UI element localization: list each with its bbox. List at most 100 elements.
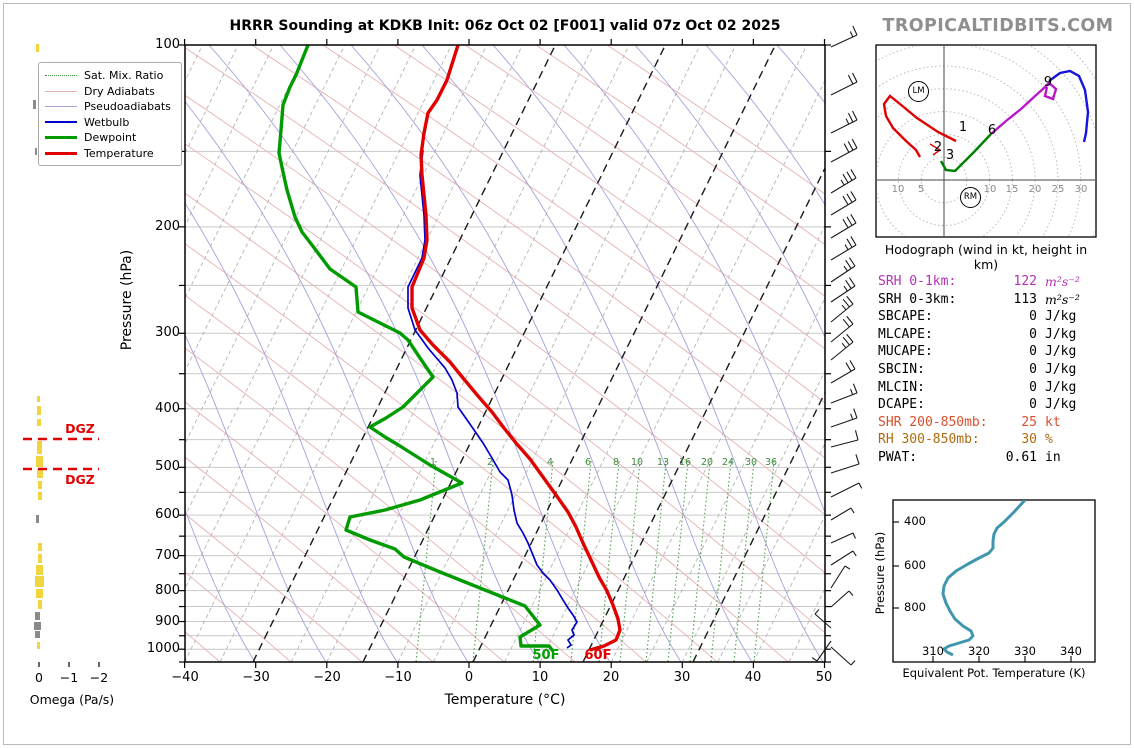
thetae-ytick-600: 600 (904, 558, 926, 572)
omega-tick--2: −2 (89, 670, 109, 685)
temp-tick--30: −30 (242, 670, 270, 685)
pressure-tick-700: 700 (155, 548, 180, 563)
legend: Sat. Mix. Ratio Dry Adiabats Pseudoadiab… (38, 62, 182, 166)
hodo-left-mover-marker: LM (908, 81, 929, 102)
hodo-tick-right-30: 30 (1074, 184, 1088, 195)
legend-label: Temperature (84, 146, 154, 160)
thetae-curve (941, 500, 1027, 657)
temp-tick--40: −40 (171, 670, 199, 685)
stat-unit: J/kg (1045, 362, 1077, 377)
stat-unit: % (1045, 432, 1053, 448)
stat-value: 30 (1021, 432, 1037, 448)
stat-unit: m²s⁻² (1045, 274, 1080, 289)
legend-label: Wetbulb (84, 115, 130, 129)
stat-label: PWAT: (878, 450, 918, 465)
hodo-height-3km: 3 (945, 148, 955, 163)
dewpoint-curve (277, 45, 555, 653)
pressure-tick-500: 500 (155, 459, 180, 474)
pseudoadiabat-line-icon (45, 106, 77, 108)
stat-value: 0 (1029, 309, 1037, 325)
stat-label: MLCAPE: (878, 326, 933, 342)
stat-value: 0 (1029, 362, 1037, 377)
thetae-xtick-320: 320 (968, 644, 990, 658)
temp-tick--10: −10 (384, 670, 412, 685)
pressure-tick-200: 200 (155, 219, 180, 234)
stat-value: 0 (1029, 326, 1037, 342)
surface-temperature-label: 60F (584, 648, 612, 663)
dgz-label-bottom: DGZ (65, 472, 95, 487)
mixratio-label-24: 24 (721, 457, 735, 468)
mixratio-label-6: 6 (584, 457, 592, 468)
y-axis-title: Pressure (hPa) (119, 249, 135, 351)
thetae-y-axis-title: Pressure (hPa) (873, 531, 887, 615)
sat-mix-ratio-line-icon (45, 75, 77, 77)
hodo-trace-9km-up (1048, 69, 1090, 143)
hodo-tick-right-15: 15 (1005, 184, 1019, 195)
legend-row: Pseudoadiabats (45, 99, 175, 115)
stat-label: SRH 0-1km: (878, 274, 957, 289)
hodo-trace-6-9km (990, 81, 1058, 135)
legend-row: Wetbulb (45, 115, 175, 131)
dry-adiabat-line-icon (45, 90, 77, 92)
hodograph-caption: Hodograph (wind in kt, height in km) (884, 242, 1088, 272)
hodo-trace-0-3km (882, 94, 957, 158)
hodo-tick-right-10: 10 (983, 184, 997, 195)
hodograph-panel (875, 44, 1097, 238)
temperature-line-icon (45, 151, 77, 155)
pressure-tick-400: 400 (155, 401, 180, 416)
omega-panel (23, 44, 100, 667)
hodo-height-2km: 2 (933, 140, 943, 155)
hodo-tick-left-10: 10 (891, 184, 905, 195)
watermark: TROPICALTIDBITS.COM (882, 16, 1114, 36)
legend-row: Dewpoint (45, 130, 175, 146)
omega-axis-title: Omega (Pa/s) (29, 692, 115, 707)
mixratio-label-20: 20 (700, 457, 714, 468)
pressure-tick-100: 100 (155, 37, 180, 52)
temp-tick-40: 40 (744, 670, 762, 685)
figure-border (3, 3, 1131, 745)
legend-label: Sat. Mix. Ratio (84, 69, 164, 83)
mixratio-label-10: 10 (630, 457, 644, 468)
hodo-height-1km: 1 (958, 120, 968, 135)
thetae-ytick-400: 400 (904, 514, 926, 528)
thetae-xtick-310: 310 (922, 644, 944, 658)
hodo-trace-3-6km (939, 133, 992, 173)
temp-tick-20: 20 (602, 670, 620, 685)
thetae-x-axis-title: Equivalent Pot. Temperature (K) (902, 666, 1086, 680)
legend-label: Dewpoint (84, 131, 137, 145)
stat-unit: m²s⁻² (1045, 291, 1080, 307)
stat-label: SBCIN: (878, 362, 925, 377)
mixratio-label-13: 13 (656, 457, 670, 468)
stat-unit: J/kg (1045, 326, 1077, 342)
temp-tick-50: 50 (815, 670, 833, 685)
hodo-tick-left-5: 5 (917, 184, 925, 195)
stat-label: SBCAPE: (878, 309, 933, 325)
legend-row: Sat. Mix. Ratio (45, 68, 175, 84)
pressure-tick-900: 900 (155, 614, 180, 629)
mixratio-label-8: 8 (612, 457, 620, 468)
pressure-tick-300: 300 (155, 325, 180, 340)
omega-tick-0: 0 (35, 670, 43, 685)
thetae-panel (892, 499, 1096, 663)
temperature-curve (410, 45, 622, 652)
skewt-frame (184, 44, 826, 663)
dgz-label-top: DGZ (65, 421, 95, 436)
thetae-ytick-800: 800 (904, 600, 926, 614)
mixratio-label-16: 16 (678, 457, 692, 468)
mixratio-label-30: 30 (744, 457, 758, 468)
legend-label: Dry Adiabats (84, 84, 155, 98)
stat-unit: J/kg (1045, 397, 1077, 413)
stat-value: 25 (1021, 414, 1037, 430)
temp-tick-10: 10 (531, 670, 549, 685)
stat-unit: J/kg (1045, 309, 1077, 325)
stat-unit: in (1045, 450, 1061, 465)
legend-row: Dry Adiabats (45, 84, 175, 100)
stat-label: MUCAPE: (878, 344, 933, 360)
stat-value: 0.61 (1005, 450, 1037, 465)
stat-value: 0 (1029, 344, 1037, 360)
legend-row: Temperature (45, 146, 175, 162)
hodo-height-9km: 9 (1043, 75, 1053, 90)
thetae-xtick-330: 330 (1014, 644, 1036, 658)
stat-label: RH 300-850mb: (878, 432, 980, 448)
x-axis-title: Temperature (°C) (444, 692, 566, 708)
